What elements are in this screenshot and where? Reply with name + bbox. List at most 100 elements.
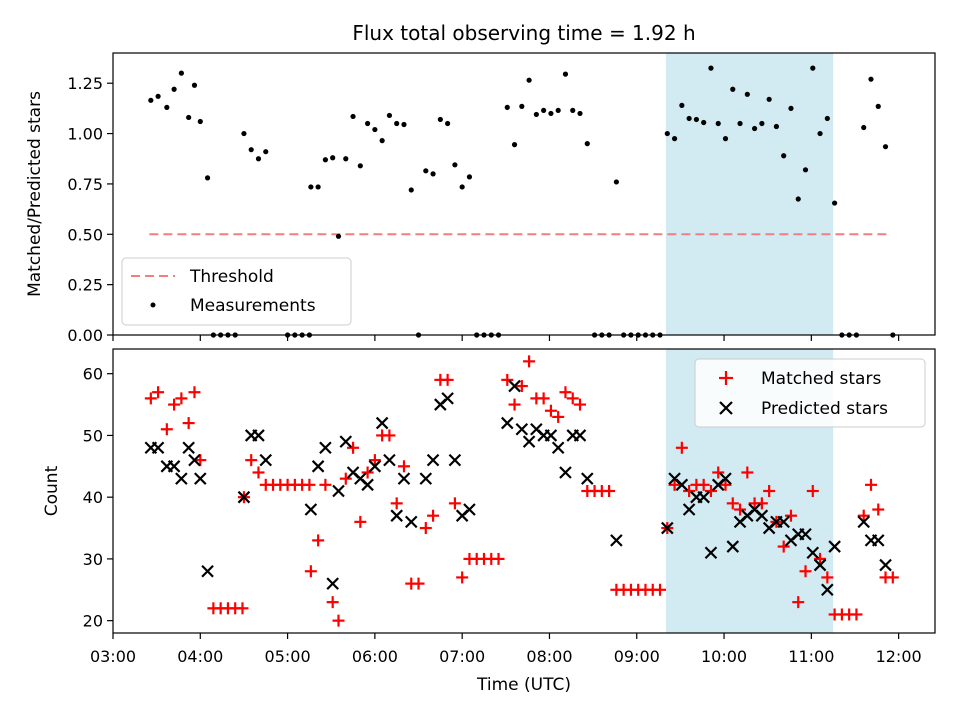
predicted-star-point <box>719 472 732 485</box>
matched-star-point <box>319 478 332 491</box>
matched-star-point <box>814 552 827 565</box>
measurement-point <box>171 86 177 92</box>
matched-star-point <box>552 410 565 423</box>
legend-predicted-swatch <box>719 401 733 415</box>
matched-star-point <box>441 373 454 386</box>
y-tick-label: 0.75 <box>67 175 103 194</box>
measurement-point <box>379 138 385 144</box>
measurement-point <box>197 118 203 125</box>
predicted-star-point <box>194 472 207 485</box>
measurement-point <box>263 149 269 155</box>
predicted-star-point <box>175 472 188 485</box>
matched-star-point <box>741 466 754 479</box>
measurement-point <box>584 141 590 147</box>
measurement-point <box>241 130 247 137</box>
top-shaded-region <box>665 53 834 335</box>
predicted-star-point <box>559 466 572 479</box>
measurement-point <box>330 155 336 161</box>
predicted-star-point <box>201 564 214 578</box>
measurement-point <box>308 184 314 190</box>
measurement-point <box>555 107 561 114</box>
predicted-star-point <box>375 416 389 430</box>
measurement-point <box>788 105 794 111</box>
measurement-point <box>452 162 458 168</box>
measurement-point <box>730 86 736 92</box>
bottom-x-axis: 03:00 04:00 05:00 06:00 07:00 08:00 09:00 10:00… <box>90 633 922 666</box>
matched-star-point <box>784 509 797 522</box>
matched-star-point <box>574 398 587 411</box>
measurement-point <box>693 116 700 123</box>
legend-measurements-label: Measurements <box>190 296 316 316</box>
matched-star-point <box>160 423 173 436</box>
matched-star-point <box>304 565 317 578</box>
x-tick-label: 09:00 <box>614 647 660 666</box>
predicted-star-point <box>508 379 521 393</box>
predicted-star-point <box>361 478 374 492</box>
predicted-star-point <box>339 435 353 448</box>
measurement-point <box>394 120 400 127</box>
y-tick-label: 0.00 <box>67 326 103 345</box>
y-tick-label: 50 <box>83 426 103 445</box>
matched-star-point <box>683 485 696 497</box>
matched-star-point <box>755 497 768 510</box>
matched-star-point <box>806 485 819 497</box>
measurement-point <box>526 77 532 83</box>
predicted-star-point <box>426 453 440 467</box>
measurement-point <box>686 115 692 122</box>
matched-star-point <box>492 552 505 565</box>
bottom-y-axis: 20 30 40 50 60 <box>83 365 113 631</box>
measurement-point <box>504 104 510 110</box>
legend-matched-label: Matched stars <box>761 369 881 389</box>
matched-star-point <box>326 596 339 609</box>
predicted-star-point <box>397 472 411 485</box>
measurements-series <box>148 65 896 338</box>
measurement-point <box>164 104 170 110</box>
predicted-stars-series <box>144 379 892 597</box>
measurement-point <box>386 112 393 119</box>
predicted-star-point <box>404 515 418 529</box>
measurement-point <box>315 184 321 190</box>
bottom-y-axis-label: Count <box>42 465 62 516</box>
x-axis-label: Time (UTC) <box>476 675 571 695</box>
measurement-point <box>664 130 670 137</box>
measurement-point <box>766 96 772 102</box>
predicted-star-point <box>799 527 812 541</box>
predicted-star-point <box>515 422 529 436</box>
matched-star-point <box>144 392 157 405</box>
predicted-star-point <box>390 509 403 522</box>
matched-star-point <box>726 497 739 510</box>
matched-star-point <box>456 571 469 584</box>
matched-star-point <box>719 478 732 491</box>
measurement-point <box>401 121 407 128</box>
measurement-point <box>459 184 465 190</box>
predicted-star-point <box>237 490 251 504</box>
predicted-star-point <box>182 441 195 455</box>
matched-star-point <box>368 454 381 467</box>
predicted-star-point <box>448 453 462 467</box>
x-tick-label: 05:00 <box>265 647 311 666</box>
measurement-point <box>679 102 685 108</box>
matched-star-point <box>697 478 710 491</box>
top-x-ticks <box>112 335 900 341</box>
measurement-point <box>810 65 816 71</box>
matched-star-point <box>515 380 528 393</box>
predicted-star-point <box>544 429 558 442</box>
x-tick-label: 12:00 <box>876 647 922 666</box>
matched-star-point <box>168 398 181 411</box>
measurement-point <box>186 114 192 121</box>
legend-threshold-label: Threshold <box>189 267 274 287</box>
matched-star-point <box>704 485 717 497</box>
x-tick-label: 06:00 <box>352 647 398 666</box>
matched-star-point <box>303 478 316 491</box>
predicted-star-point <box>368 460 382 473</box>
measurement-point <box>570 107 576 114</box>
predicted-star-point <box>167 460 181 473</box>
measurement-point <box>148 97 154 103</box>
y-tick-label: 40 <box>83 488 103 507</box>
matched-star-point <box>559 386 572 399</box>
predicted-star-point <box>311 460 325 473</box>
y-tick-label: 1.25 <box>67 74 103 93</box>
measurement-point <box>430 171 436 177</box>
measurement-point <box>613 179 619 185</box>
y-tick-label: 1.00 <box>67 125 103 144</box>
